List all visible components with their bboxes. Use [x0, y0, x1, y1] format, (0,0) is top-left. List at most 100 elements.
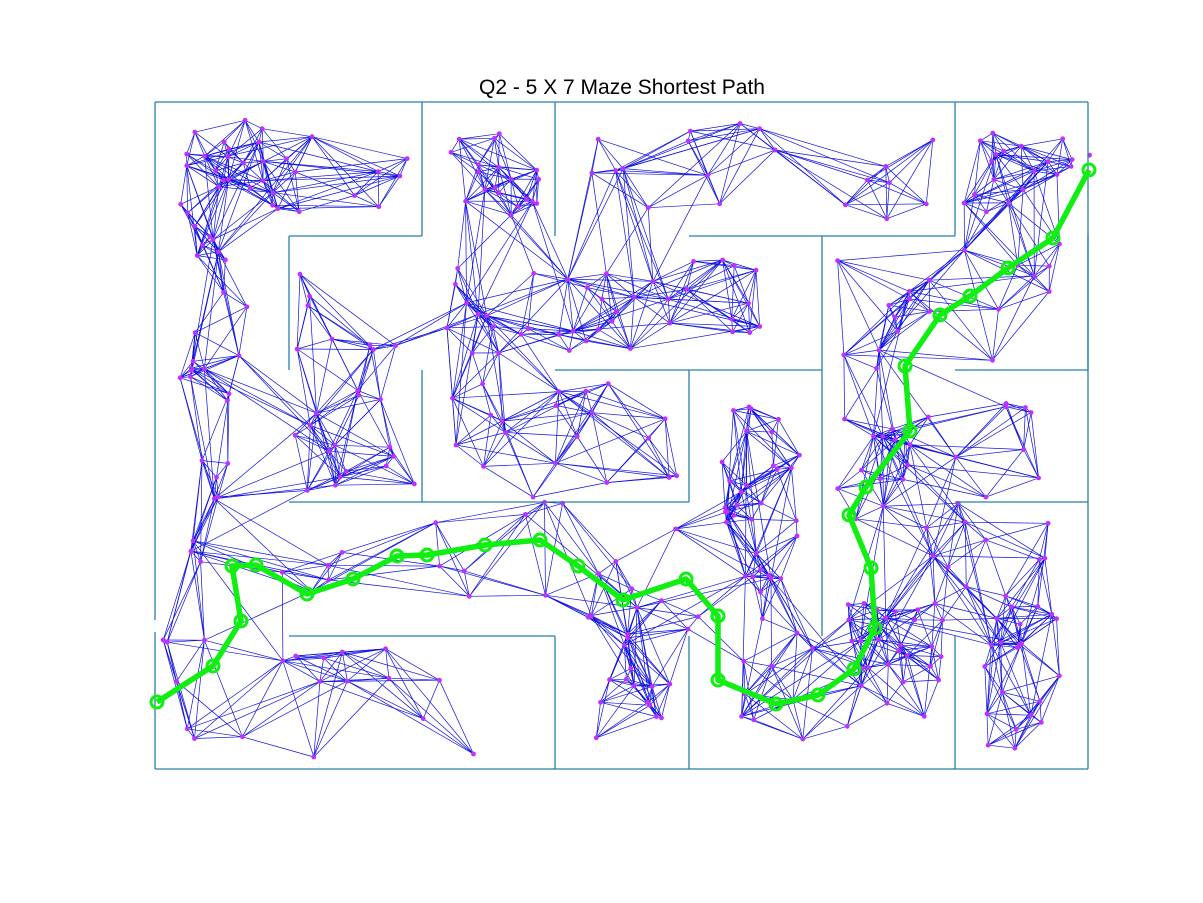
- prm-edge: [212, 179, 229, 240]
- prm-edge: [450, 151, 479, 166]
- prm-edge: [204, 155, 264, 182]
- prm-edge: [1034, 265, 1050, 277]
- prm-edge: [494, 138, 499, 168]
- prm-edge: [1005, 406, 1039, 479]
- prm-edge: [855, 518, 927, 529]
- prm-node: [800, 736, 806, 742]
- prm-edge: [675, 507, 726, 530]
- prm-edge: [465, 164, 479, 202]
- prm-edge: [455, 391, 560, 446]
- prm-edge: [744, 693, 755, 720]
- prm-node: [645, 205, 651, 211]
- prm-edge: [494, 167, 499, 188]
- shortest-path-waypoint: [897, 358, 913, 374]
- prm-edge: [780, 578, 798, 634]
- prm-node: [455, 266, 461, 271]
- prm-edge: [186, 136, 313, 167]
- prm-node: [1037, 698, 1043, 704]
- prm-node: [185, 210, 191, 216]
- prm-edge: [633, 607, 638, 686]
- prm-node: [226, 146, 232, 152]
- prm-node: [1028, 410, 1034, 415]
- prm-edge: [1023, 407, 1026, 450]
- prm-node: [260, 159, 266, 164]
- prm-edge: [466, 302, 574, 332]
- prm-edge: [483, 415, 492, 467]
- prm-edge: [528, 328, 574, 332]
- prm-edge: [932, 555, 1001, 644]
- prm-edge: [466, 201, 533, 304]
- prm-edge: [996, 613, 1052, 619]
- prm-edge: [902, 479, 986, 498]
- prm-edge: [686, 265, 735, 290]
- prm-edge: [505, 432, 578, 437]
- prm-node: [994, 616, 1000, 621]
- prm-edge: [562, 503, 617, 562]
- prm-node: [739, 714, 744, 719]
- prm-node: [339, 550, 345, 555]
- shortest-path-waypoint: [810, 687, 826, 703]
- prm-edge: [729, 468, 778, 482]
- prm-edge: [986, 713, 989, 746]
- prm-edge: [520, 334, 560, 392]
- prm-node: [940, 617, 945, 623]
- prm-edge: [636, 607, 651, 706]
- prm-edge: [357, 349, 374, 391]
- prm-edge: [847, 604, 861, 641]
- prm-edge: [882, 506, 887, 619]
- shortest-path-waypoint: [419, 547, 435, 563]
- prm-node: [307, 293, 312, 299]
- prm-edge: [745, 575, 772, 579]
- prm-node: [216, 249, 221, 255]
- prm-edge: [494, 138, 537, 171]
- prm-edge: [900, 645, 925, 717]
- prm-node: [307, 423, 313, 428]
- prm-edge: [615, 130, 691, 171]
- prm-edge: [878, 298, 910, 351]
- prm-edge: [760, 591, 763, 619]
- prm-edge: [439, 680, 474, 755]
- prm-edge: [517, 200, 533, 208]
- prm-edge: [167, 639, 205, 643]
- prm-edge: [746, 431, 757, 554]
- prm-edge: [592, 412, 666, 420]
- prm-edge: [726, 431, 747, 523]
- prm-edge: [882, 464, 908, 507]
- prm-edge: [878, 639, 889, 665]
- prm-edge: [636, 607, 671, 685]
- prm-node: [397, 173, 403, 179]
- prm-edge: [455, 302, 467, 446]
- prm-edge: [1047, 161, 1058, 175]
- prm-edge: [752, 576, 761, 593]
- prm-edge: [286, 158, 296, 173]
- prm-edge: [647, 123, 741, 208]
- prm-edge: [388, 677, 440, 681]
- prm-edge: [611, 281, 654, 322]
- prm-edge: [914, 603, 936, 621]
- prm-edge: [668, 298, 760, 327]
- prm-edge: [483, 420, 503, 467]
- prm-node: [945, 564, 951, 570]
- prm-edge: [334, 444, 390, 448]
- prm-edge: [707, 123, 741, 176]
- prm-node: [778, 576, 784, 582]
- prm-edge: [955, 407, 1026, 458]
- prm-edge: [669, 259, 723, 324]
- prm-edge: [562, 503, 633, 590]
- prm-edge: [465, 171, 479, 202]
- prm-edge: [656, 683, 671, 717]
- prm-edge: [985, 539, 1007, 597]
- prm-edge: [335, 390, 359, 486]
- prm-edge: [307, 305, 333, 340]
- prm-edge: [886, 664, 889, 704]
- prm-node: [292, 169, 298, 175]
- prm-edge: [572, 330, 631, 349]
- prm-edge: [477, 314, 574, 332]
- prm-edge: [995, 154, 1035, 172]
- prm-node: [356, 392, 362, 398]
- prm-edge: [452, 314, 479, 399]
- prm-edge: [608, 383, 666, 420]
- prm-node: [810, 646, 815, 651]
- shortest-path-waypoint: [389, 548, 405, 564]
- prm-node: [343, 468, 349, 474]
